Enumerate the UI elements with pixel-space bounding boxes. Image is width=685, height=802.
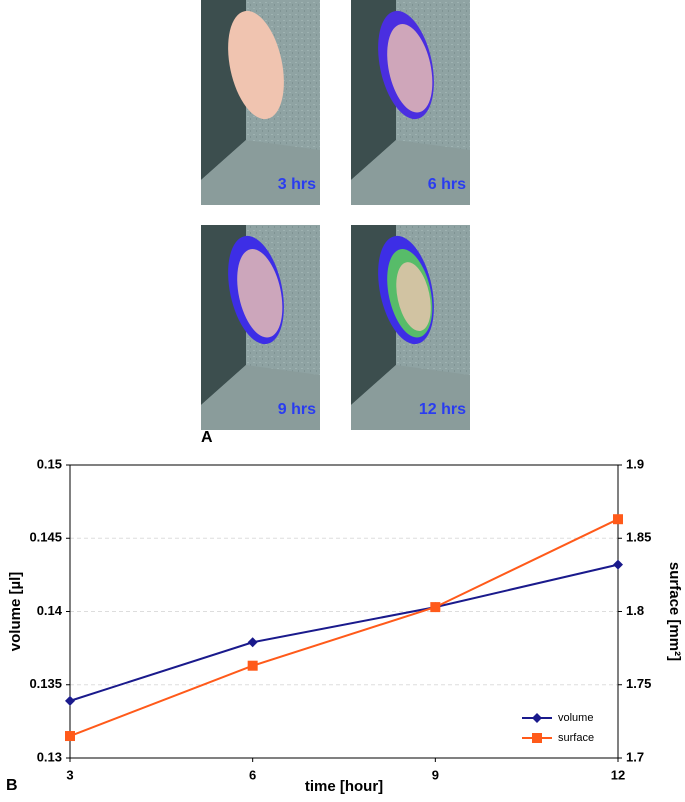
tile-floor [201,140,320,205]
legend-label: volume [558,712,593,724]
legend-marker [532,713,542,723]
image-tile: 9 hrs [201,225,320,430]
cell-blob [237,249,283,338]
image-caption: 6 hrs [428,176,466,193]
panel-label: A [201,429,213,446]
tile-floor [351,140,470,205]
y-tick-label: 0.135 [29,676,62,691]
y-tick-label: 0.15 [37,456,62,471]
y2-tick-label: 1.75 [626,676,651,691]
y2-tick-label: 1.8 [626,603,644,618]
y2-axis-title: surface [mm²] [666,562,683,661]
x-tick-label: 12 [611,767,625,782]
y-tick-label: 0.13 [37,749,62,764]
series-line [69,563,619,702]
plot-frame [69,464,619,759]
y-axis-title: volume [µl] [7,572,24,651]
x-axis-title: time [hour] [305,778,383,795]
y2-tick-label: 1.9 [626,456,644,471]
legend-marker [532,733,542,743]
y2-tick-label: 1.85 [626,530,651,545]
panel-a: 3 hrs 6 hrs 9 hrs 12 hrs [201,0,470,430]
marker [613,559,623,570]
image-caption: 12 hrs [419,401,466,418]
series-line [69,518,619,737]
marker [65,695,75,706]
y-tick-label: 0.14 [37,603,63,618]
marker [247,637,258,648]
panel-label: B [6,777,18,794]
x-tick-label: 9 [432,767,439,782]
y2-tick-label: 1.7 [626,749,644,764]
legend-label: surface [558,732,594,744]
cell-blob [387,24,433,113]
tile-floor [201,365,320,430]
marker [430,602,441,613]
x-tick-label: 3 [66,767,73,782]
image-tile: 6 hrs [351,0,470,205]
x-tick-label: 6 [249,767,256,782]
cell-blob [228,10,284,120]
cell-blob [396,262,431,331]
marker [247,660,258,671]
tile-floor [351,365,470,430]
image-caption: 3 hrs [278,176,316,193]
image-tile: 3 hrs [201,0,320,205]
y-tick-label: 0.145 [29,530,62,545]
marker [65,731,75,742]
marker [613,514,623,525]
image-tile: 12 hrs [351,225,470,430]
image-caption: 9 hrs [278,401,316,418]
